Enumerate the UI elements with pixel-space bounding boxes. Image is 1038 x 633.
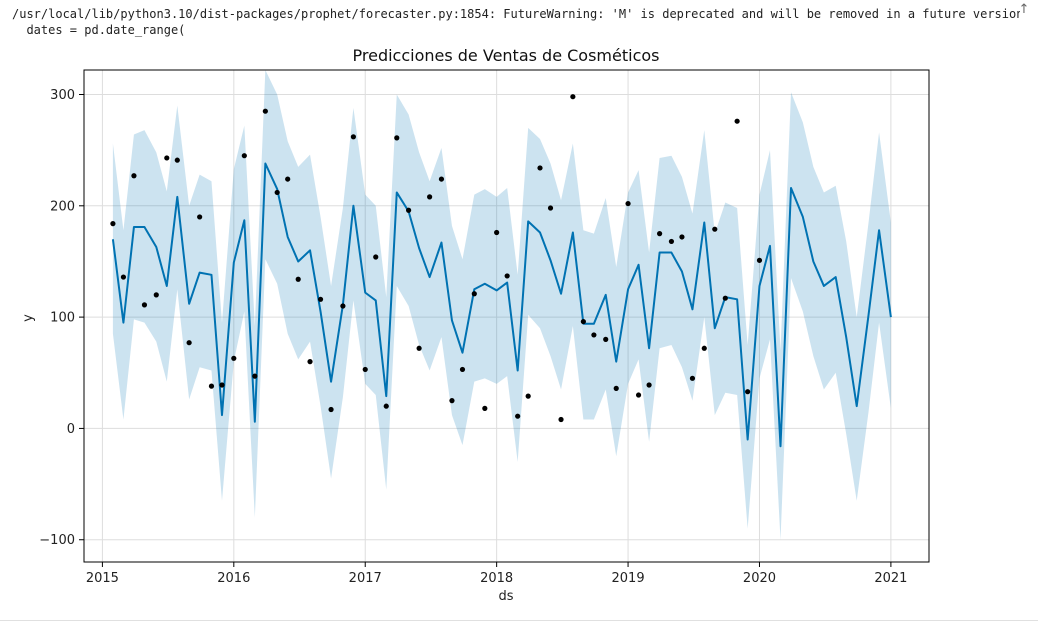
observed-point <box>252 373 258 379</box>
scroll-up-icon[interactable]: ↑ <box>1018 2 1030 17</box>
observed-point <box>734 118 740 124</box>
cell-divider <box>0 620 1038 621</box>
x-tick-label: 2017 <box>349 571 382 586</box>
observed-point <box>625 200 631 207</box>
observed-point <box>635 392 642 398</box>
observed-point <box>537 165 543 171</box>
observed-point <box>515 413 521 419</box>
observed-point <box>570 94 576 100</box>
plot-area: 2015 2016 2017 2018 2019 2020 2021 −100 0 100 200 3… <box>39 69 930 586</box>
observed-point <box>494 229 500 236</box>
observed-point <box>317 296 324 302</box>
observed-point <box>186 340 192 346</box>
observed-point <box>449 398 455 404</box>
warning-output: /usr/local/lib/python3.10/dist-packages/… <box>12 6 1020 38</box>
observed-point <box>307 359 313 365</box>
x-axis-label: ds <box>498 589 513 604</box>
observed-point <box>504 273 510 279</box>
observed-point <box>164 155 170 161</box>
observed-point <box>689 375 696 381</box>
forecast-line <box>111 162 892 448</box>
observed-point <box>274 189 280 196</box>
observed-point <box>262 108 268 114</box>
observed-point <box>525 393 531 399</box>
observed-point <box>219 382 225 388</box>
observed-point <box>285 176 291 182</box>
observed-point <box>120 274 127 280</box>
x-tick-label: 2015 <box>86 571 119 586</box>
observed-point <box>141 302 148 308</box>
observed-point <box>197 214 203 220</box>
observed-point <box>340 303 346 309</box>
y-tick-label: 100 <box>50 311 75 326</box>
observed-point <box>208 383 215 389</box>
observed-point <box>657 231 663 237</box>
observed-point <box>712 226 718 232</box>
observed-point <box>427 194 433 200</box>
observed-point <box>701 345 707 351</box>
observed-point <box>328 406 334 413</box>
observed-point <box>241 153 247 159</box>
observed-point <box>558 416 564 423</box>
uncertainty-band <box>112 70 891 540</box>
chart-title: Predicciones de Ventas de Cosméticos <box>353 46 660 65</box>
observed-point <box>580 318 586 325</box>
y-tick-label: 300 <box>50 88 75 103</box>
observed-point <box>174 157 180 163</box>
observed-point <box>394 135 400 141</box>
warning-line-2: dates = pd.date_range( <box>12 23 186 37</box>
observed-point <box>350 134 356 140</box>
observed-point <box>459 366 466 373</box>
observed-point <box>373 254 379 260</box>
observed-point <box>722 295 728 301</box>
y-tick-label: −100 <box>39 533 75 548</box>
observed-point <box>603 336 609 342</box>
observed-point <box>482 405 488 411</box>
observed-point <box>646 382 652 388</box>
observed-point <box>668 238 675 245</box>
x-tick-label: 2019 <box>612 571 645 586</box>
observed-point <box>153 292 159 298</box>
observed-point <box>679 234 685 240</box>
observed-point <box>613 385 619 391</box>
x-tick-label: 2021 <box>874 571 907 586</box>
observed-point <box>231 355 237 361</box>
x-tick-label: 2016 <box>217 571 250 586</box>
y-tick-label: 200 <box>50 199 75 214</box>
observed-point <box>362 366 368 373</box>
y-axis-label: y <box>21 314 36 322</box>
observed-point <box>131 173 137 179</box>
observed-point <box>406 207 412 213</box>
observed-point <box>383 403 389 409</box>
y-tick-label: 0 <box>67 422 75 437</box>
observed-point <box>756 257 763 263</box>
observed-point <box>745 389 751 395</box>
observed-point <box>471 291 477 297</box>
observed-point <box>547 205 554 211</box>
observed-point <box>110 221 116 227</box>
observed-point <box>295 276 301 282</box>
observed-point <box>591 332 597 338</box>
observed-point <box>438 176 445 182</box>
warning-line-1: /usr/local/lib/python3.10/dist-packages/… <box>12 7 1020 21</box>
observed-point <box>416 345 422 351</box>
x-tick-label: 2018 <box>480 571 513 586</box>
plot-frame <box>83 69 930 563</box>
x-tick-label: 2020 <box>743 571 776 586</box>
